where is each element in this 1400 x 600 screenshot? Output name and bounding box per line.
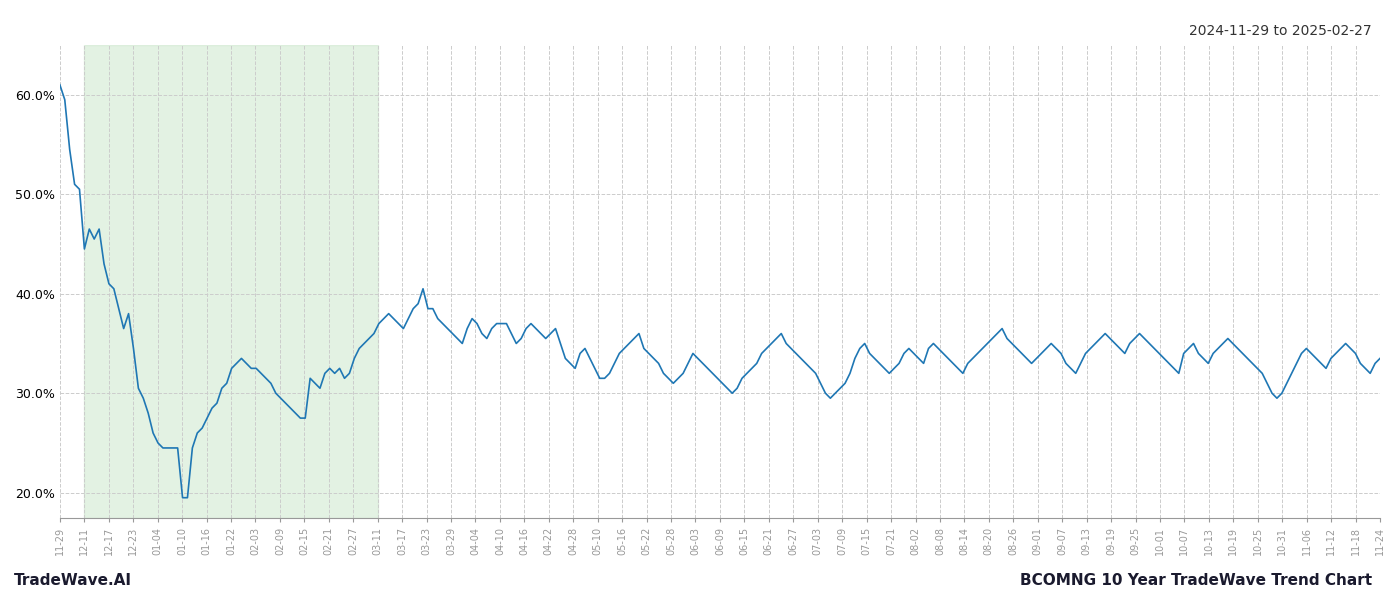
Text: TradeWave.AI: TradeWave.AI <box>14 573 132 588</box>
Text: BCOMNG 10 Year TradeWave Trend Chart: BCOMNG 10 Year TradeWave Trend Chart <box>1019 573 1372 588</box>
Text: 2024-11-29 to 2025-02-27: 2024-11-29 to 2025-02-27 <box>1190 24 1372 38</box>
Bar <box>84 45 378 518</box>
